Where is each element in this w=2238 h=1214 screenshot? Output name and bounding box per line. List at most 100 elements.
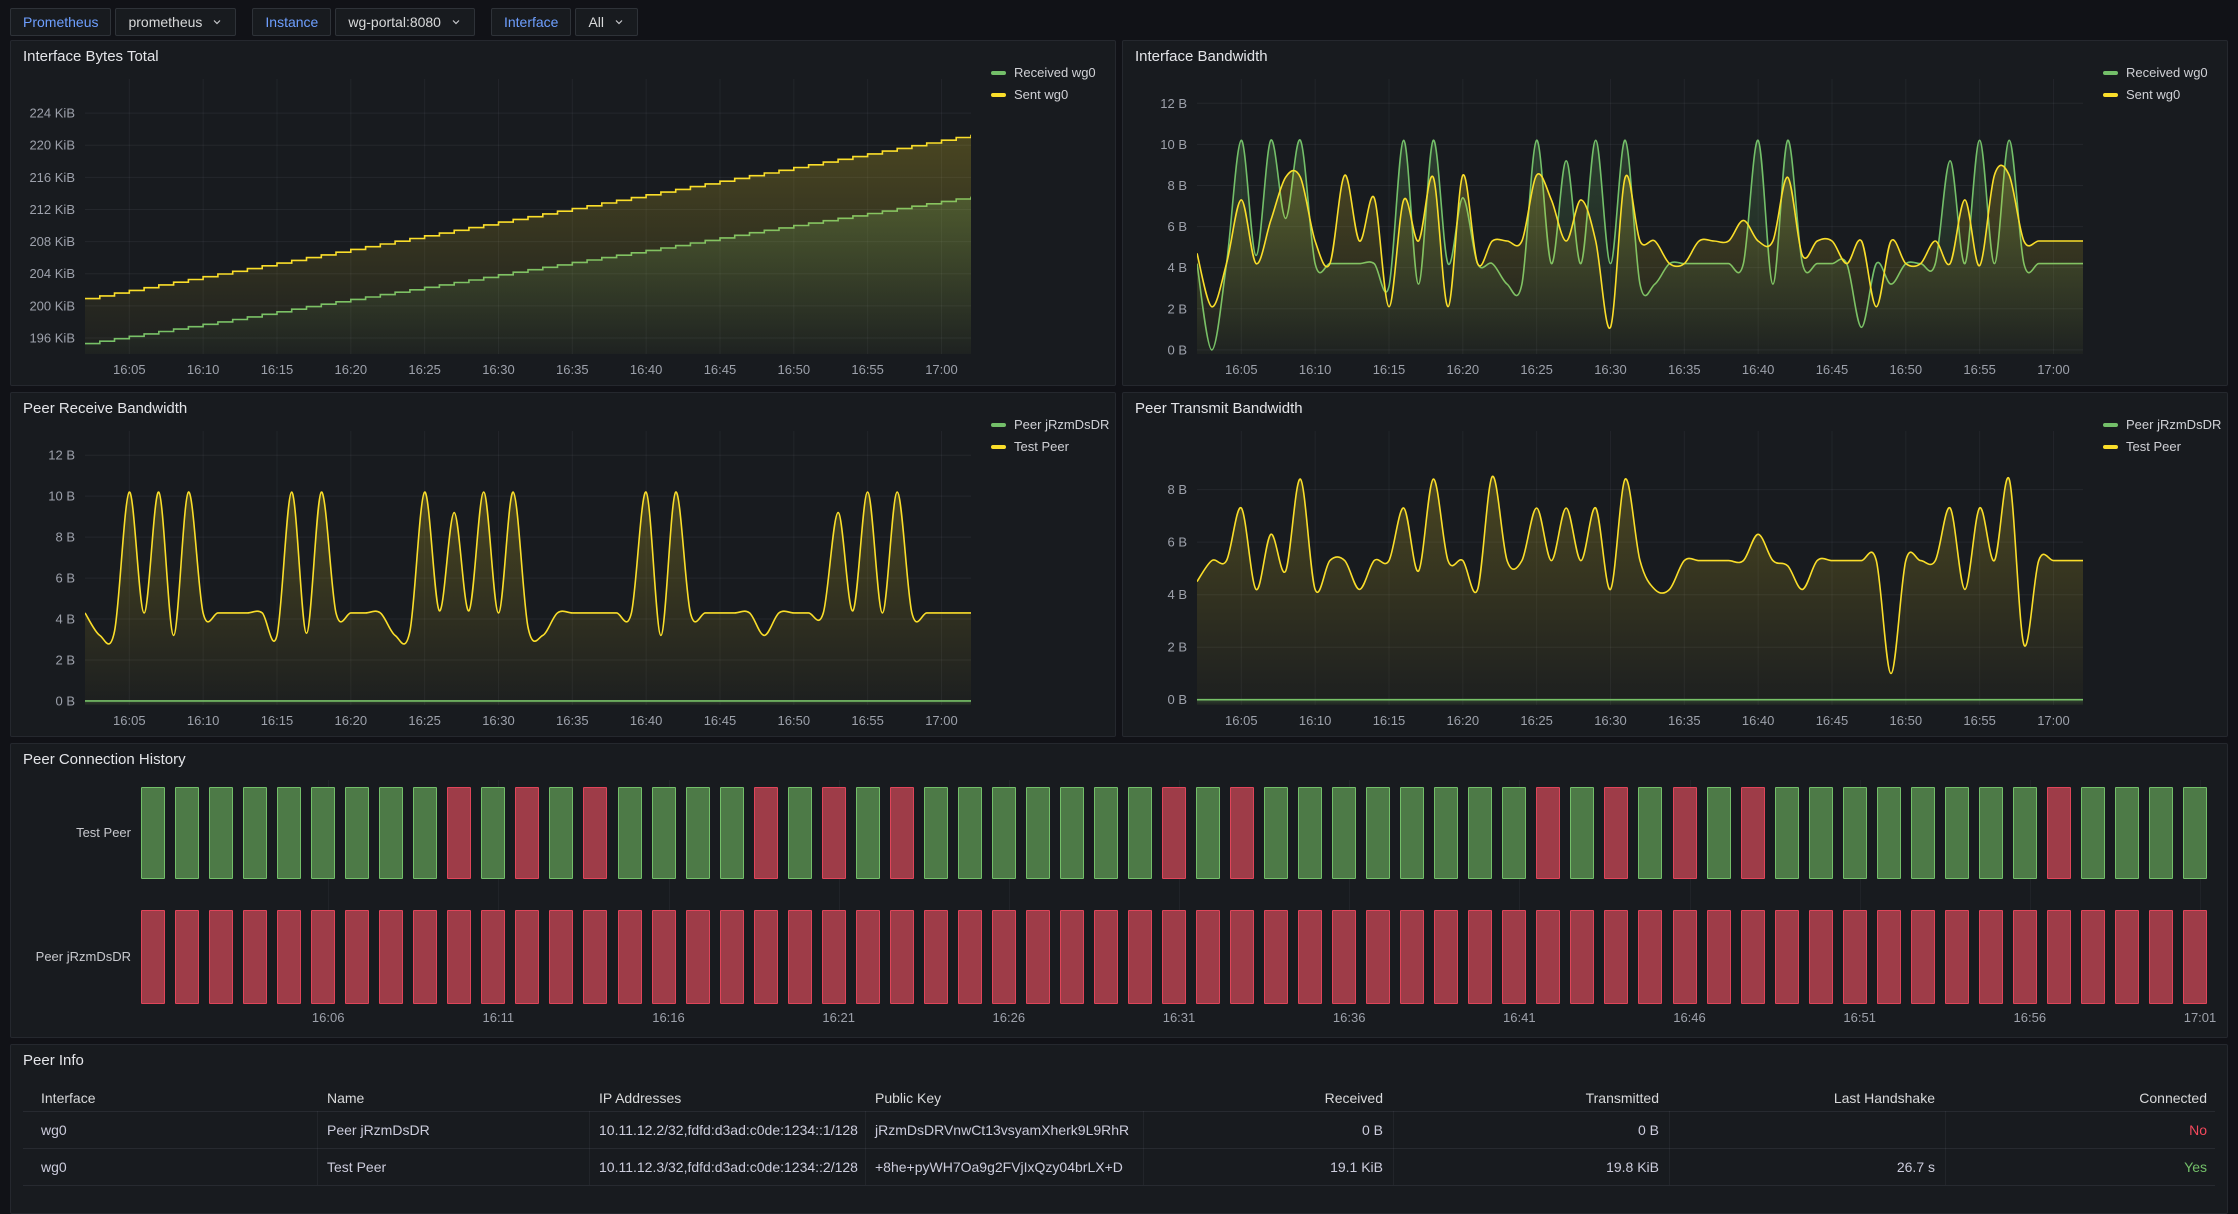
legend-item[interactable]: Peer jRzmDsDR (991, 417, 1109, 432)
column-header-interface[interactable]: Interface (41, 1090, 96, 1106)
legend-item[interactable]: Test Peer (991, 439, 1109, 454)
variable-label-interface[interactable]: Interface (490, 8, 572, 36)
y-axis-tick-label: 8 B (1167, 178, 1187, 193)
variable-label-instance[interactable]: Instance (252, 8, 332, 36)
panel-title[interactable]: Interface Bandwidth (1135, 48, 1268, 65)
y-axis-tick-label: 4 B (1167, 260, 1187, 275)
y-axis-tick-label: 12 B (48, 448, 75, 463)
y-axis-tick-label: 212 KiB (29, 202, 75, 217)
x-axis-tick-label: 16:45 (1816, 362, 1849, 377)
status-bar (549, 787, 574, 879)
x-axis-tick-label: 17:01 (2183, 1010, 2217, 1025)
status-bar (413, 787, 438, 879)
status-bar (787, 787, 812, 879)
x-axis-tick-label: 16:40 (1742, 362, 1775, 377)
status-bar (1366, 787, 1391, 879)
status-history-row[interactable] (141, 787, 2217, 879)
legend-item[interactable]: Peer jRzmDsDR (2103, 417, 2221, 432)
status-bar (1230, 787, 1254, 879)
x-axis-tick-label: 16:36 (1332, 1010, 1366, 1025)
x-axis-tick-label: 16:41 (1503, 1010, 1536, 1025)
column-header-last-handshake[interactable]: Last Handshake (1833, 1090, 1935, 1106)
status-bar (2114, 787, 2139, 879)
y-axis-tick-label: 208 KiB (29, 234, 75, 249)
x-axis-tick-label: 16:15 (1373, 362, 1406, 377)
legend-item[interactable]: Received wg0 (2103, 65, 2208, 80)
cell-interface: wg0 (41, 1121, 67, 1138)
status-bar (413, 910, 438, 1004)
variable-label-prometheus[interactable]: Prometheus (10, 8, 112, 36)
status-bar (1434, 787, 1459, 879)
legend-item[interactable]: Received wg0 (991, 65, 1096, 80)
panel-title[interactable]: Peer Receive Bandwidth (23, 400, 188, 417)
column-divider (1669, 1111, 1670, 1148)
cell-public-key: jRzmDsDRVnwCt13vsyamXherk9L9RhR (875, 1121, 1130, 1138)
x-axis-tick-label: 16:40 (630, 362, 663, 377)
timeseries-plot[interactable]: 0 B 2 B 4 B 6 B 8 B 10 B 12 B 16:05 16:10 16:15 16… (11, 393, 1115, 736)
status-bar (345, 910, 370, 1004)
column-header-name[interactable]: Name (327, 1090, 365, 1106)
status-bar (1502, 910, 1527, 1004)
column-divider (1393, 1148, 1394, 1185)
y-axis-tick-label: 6 B (1167, 219, 1187, 234)
legend-item[interactable]: Test Peer (2103, 439, 2221, 454)
x-axis-tick-label: 16:50 (778, 713, 811, 728)
status-bar (1264, 910, 1289, 1004)
panel-title[interactable]: Interface Bytes Total (23, 48, 159, 65)
x-axis-tick-label: 16:30 (482, 713, 515, 728)
status-bar (2148, 787, 2173, 879)
status-bar (1468, 910, 1493, 1004)
status-bar (1774, 910, 1799, 1004)
cell-name: Test Peer (327, 1158, 387, 1175)
x-axis-tick-label: 16:55 (851, 713, 884, 728)
status-bar (1570, 910, 1595, 1004)
column-header-public-key[interactable]: Public Key (875, 1090, 942, 1106)
cell-transmitted: 0 B (1637, 1121, 1659, 1138)
x-axis-tick-label: 16:15 (261, 713, 294, 728)
legend-series-label: Received wg0 (2126, 65, 2208, 80)
panel-title[interactable]: Peer Transmit Bandwidth (1135, 400, 1303, 417)
cell-connected: No (2189, 1121, 2207, 1138)
y-axis-tick-label: 8 B (1167, 482, 1187, 497)
x-gridline (1349, 780, 1351, 1004)
x-axis-tick-label: 16:25 (408, 713, 441, 728)
variable-dropdown-interface[interactable]: All (575, 8, 639, 36)
timeseries-plot[interactable]: 0 B 2 B 4 B 6 B 8 B 16:05 16:10 16:15 16:20 16:25… (1123, 393, 2227, 736)
legend-item[interactable]: Sent wg0 (2103, 87, 2208, 102)
x-axis-tick-label: 16:40 (1742, 713, 1775, 728)
legend-item[interactable]: Sent wg0 (991, 87, 1096, 102)
panel-title[interactable]: Peer Info (23, 1052, 84, 1069)
column-header-connected[interactable]: Connected (2139, 1090, 2207, 1106)
series-fill (1197, 165, 2083, 354)
timeseries-plot[interactable]: 196 KiB 200 KiB 204 KiB 208 KiB 212 KiB 216 K… (11, 41, 1115, 385)
variable-dropdown-instance[interactable]: wg-portal:8080 (335, 8, 475, 36)
y-axis-tick-label: 8 B (55, 530, 75, 545)
x-axis-tick-label: 16:55 (1963, 362, 1996, 377)
row-divider (23, 1111, 2215, 1112)
legend-series-label: Sent wg0 (1014, 87, 1069, 102)
status-bar (2046, 910, 2071, 1004)
column-header-ip-addresses[interactable]: IP Addresses (599, 1090, 682, 1106)
column-header-received[interactable]: Received (1324, 1090, 1383, 1106)
status-bar (685, 910, 710, 1004)
variable-dropdown-prometheus[interactable]: prometheus (115, 8, 237, 36)
status-bar (1842, 910, 1867, 1004)
panel-peer-info: Peer Info Interface Name IP Addresses Publi… (10, 1044, 2228, 1214)
status-bar (1842, 787, 1867, 879)
cell-ip-addresses: 10.11.12.2/32,fdfd:d3ad:c0de:1234::1/128 (599, 1121, 858, 1138)
row-divider (23, 1148, 2215, 1149)
panel-peer-connection-history: Peer Connection History 16:06 16:11 16:16 1… (10, 743, 2228, 1038)
status-bar (923, 787, 948, 879)
x-axis-tick-label: 16:25 (408, 362, 441, 377)
status-bar (1638, 910, 1663, 1004)
x-axis-tick-label: 16:10 (1299, 362, 1332, 377)
status-bar (651, 910, 676, 1004)
x-axis-tick-label: 16:51 (1843, 1010, 1876, 1025)
status-bar (583, 787, 608, 879)
column-header-transmitted[interactable]: Transmitted (1585, 1090, 1659, 1106)
status-bar (1536, 787, 1561, 879)
status-history-row[interactable] (141, 910, 2217, 1004)
timeseries-plot[interactable]: 0 B 2 B 4 B 6 B 8 B 10 B 12 B 16:05 16:10 16:15 16… (1123, 41, 2227, 385)
status-bar (277, 787, 302, 879)
panel-title[interactable]: Peer Connection History (23, 751, 186, 768)
